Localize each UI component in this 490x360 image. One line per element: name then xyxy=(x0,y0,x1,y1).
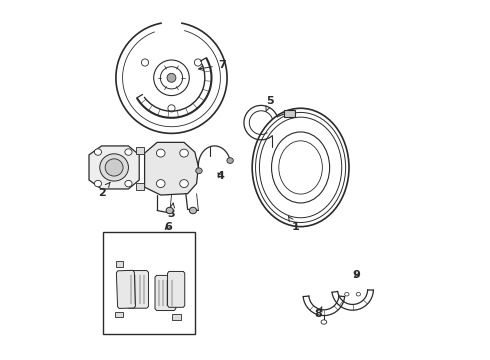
Bar xyxy=(115,312,122,318)
Ellipse shape xyxy=(195,59,201,66)
Ellipse shape xyxy=(166,207,173,214)
Ellipse shape xyxy=(252,108,349,226)
Ellipse shape xyxy=(271,132,330,203)
Polygon shape xyxy=(155,275,176,311)
Ellipse shape xyxy=(105,159,123,176)
Bar xyxy=(172,314,181,320)
Bar xyxy=(103,232,195,334)
Ellipse shape xyxy=(356,292,361,296)
Polygon shape xyxy=(126,271,148,308)
Text: 9: 9 xyxy=(352,270,360,280)
Bar xyxy=(136,183,144,190)
Ellipse shape xyxy=(167,73,176,82)
Ellipse shape xyxy=(279,141,322,194)
Bar xyxy=(116,261,123,267)
Text: 7: 7 xyxy=(198,60,225,71)
Polygon shape xyxy=(89,146,139,189)
Ellipse shape xyxy=(125,180,132,187)
Ellipse shape xyxy=(160,67,183,89)
Ellipse shape xyxy=(190,207,196,214)
Polygon shape xyxy=(117,270,136,309)
Ellipse shape xyxy=(125,149,132,155)
Ellipse shape xyxy=(168,105,175,112)
Ellipse shape xyxy=(227,158,233,163)
Text: 6: 6 xyxy=(164,222,172,231)
Text: 2: 2 xyxy=(98,183,110,198)
Ellipse shape xyxy=(344,292,349,296)
Polygon shape xyxy=(168,271,185,307)
Ellipse shape xyxy=(154,60,189,96)
Ellipse shape xyxy=(100,154,128,181)
Ellipse shape xyxy=(180,149,188,157)
Ellipse shape xyxy=(142,59,148,66)
Ellipse shape xyxy=(196,168,202,174)
Polygon shape xyxy=(145,142,198,195)
Ellipse shape xyxy=(95,149,101,155)
Text: 5: 5 xyxy=(266,96,274,112)
Ellipse shape xyxy=(156,180,165,188)
Ellipse shape xyxy=(321,320,327,324)
Ellipse shape xyxy=(256,112,345,222)
Ellipse shape xyxy=(156,149,165,157)
Ellipse shape xyxy=(259,117,342,218)
Text: 8: 8 xyxy=(315,307,322,319)
Bar xyxy=(285,110,294,117)
Text: 3: 3 xyxy=(168,203,175,219)
Ellipse shape xyxy=(95,180,101,187)
Text: 4: 4 xyxy=(217,171,224,181)
Text: 1: 1 xyxy=(289,216,299,231)
Bar xyxy=(136,147,144,154)
Ellipse shape xyxy=(180,180,188,188)
